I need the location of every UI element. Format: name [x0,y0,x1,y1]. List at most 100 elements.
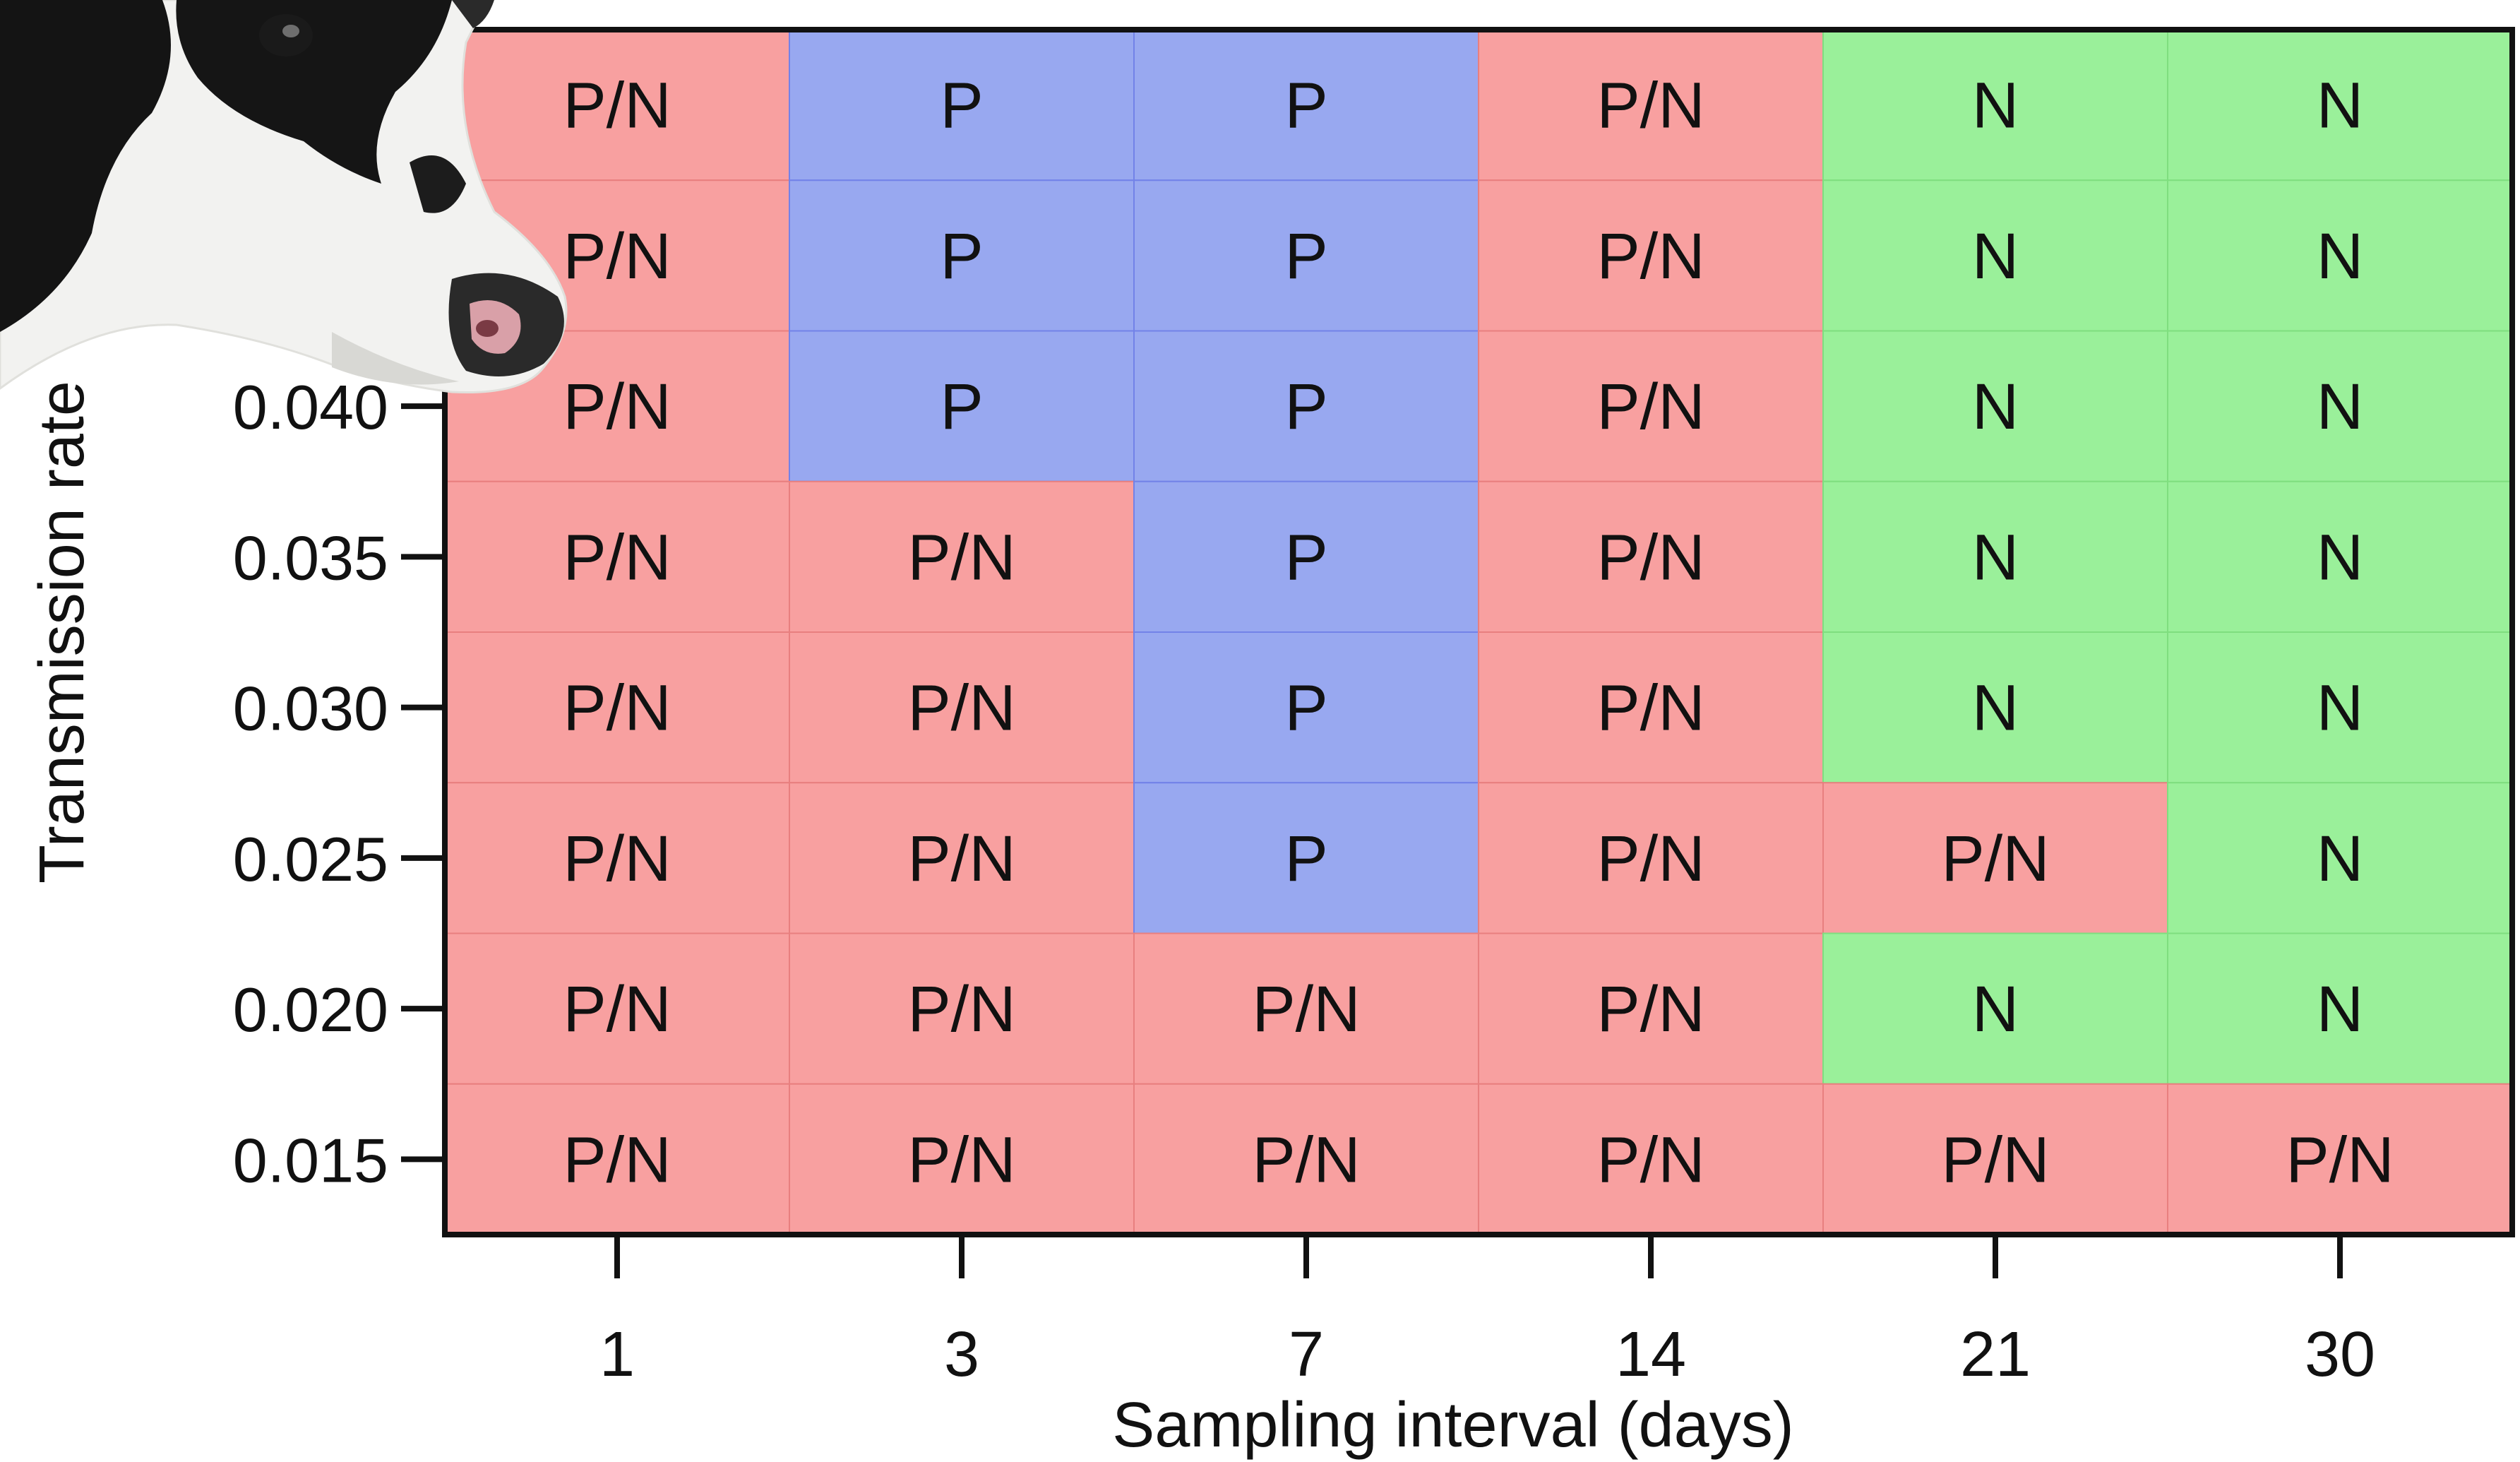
heatmap-cell-label: P/N [563,371,671,443]
heatmap-cell [1478,29,1824,182]
heatmap-cell-label: P [1284,823,1327,895]
heatmap-cell [1478,179,1824,332]
x-tick-label: 21 [1960,1319,2031,1390]
heatmap-cell-label: P/N [563,823,671,895]
heatmap-cell-label: P/N [563,220,671,292]
heatmap-cell [444,631,790,784]
heatmap-cell [789,29,1135,182]
heatmap-cell [789,932,1135,1085]
heatmap-cell-label: P/N [907,521,1015,593]
heatmap-cell-label: P/N [907,672,1015,744]
heatmap-cell-label: P/N [1596,70,1704,142]
heatmap-cell-label: N [2317,973,2363,1045]
heatmap-cell [2167,1083,2513,1235]
heatmap-cell [1478,330,1824,482]
heatmap-cell [1822,480,2168,633]
heatmap-cell-label: P/N [563,521,671,593]
x-axis-title: Sampling interval (days) [1112,1390,1793,1461]
y-axis: 0.040 0.035 0.030 0.025 0.020 0.015 [233,372,445,1195]
heatmap-cell-label: P [1284,70,1327,142]
heatmap-cell [1133,330,1479,482]
heatmap-cell-label: P/N [563,1124,671,1196]
y-tick-label: 0.030 [233,674,388,744]
heatmap-cell-label: P [1284,521,1327,593]
heatmap-cell [444,932,790,1085]
heatmap-cell [2167,932,2513,1085]
heatmap-cell-label: N [2317,371,2363,443]
heatmap-cell [1822,330,2168,482]
heatmap-cell [2167,179,2513,332]
heatmap-cell-label: N [1972,672,2019,744]
heatmap-cell [789,1083,1135,1235]
heatmap-cell [444,782,790,934]
heatmap-cell [1133,480,1479,633]
heatmap-cell [1822,631,2168,784]
heatmap-cell-label: P/N [1252,973,1360,1045]
x-tick-label: 1 [599,1319,635,1390]
heatmap-cell-label: P/N [563,973,671,1045]
heatmap-cell-label: N [2317,823,2363,895]
heatmap-cells [444,29,2513,1235]
x-tick-label: 7 [1289,1319,1324,1390]
x-axis: 1 3 7 14 21 30 [599,1235,2375,1390]
heatmap-cell-label: P/N [1596,371,1704,443]
heatmap-cell-labels: P/N P P P/N N N P/N P P P/N N N P/N P P P/N N N P/N P/N P P/N… [563,70,2394,1196]
heatmap-cell-label: P/N [563,672,671,744]
y-tick-label: 0.040 [233,372,388,442]
heatmap-cell [444,1083,790,1235]
heatmap-cell [2167,782,2513,934]
heatmap-cell-label: P/N [1596,1124,1704,1196]
heatmap-cell-label: N [1972,973,2019,1045]
heatmap-cell-label: P/N [907,823,1015,895]
heatmap-cell-label: P/N [1596,521,1704,593]
heatmap-cell-label: P/N [1941,823,2049,895]
y-tick-label: 0.020 [233,975,388,1045]
heatmap-cell-label: P [940,70,983,142]
heatmap-cell-label: N [1972,521,2019,593]
plot-frame [442,27,2515,1237]
heatmap-cell-label: P [940,371,983,443]
heatmap-cell-label: P/N [907,1124,1015,1196]
heatmap-cell [1822,29,2168,182]
heatmap-cell-label: N [1972,220,2019,292]
heatmap-cell [1133,1083,1479,1235]
heatmap-cell [1133,932,1479,1085]
heatmap-cell [1133,631,1479,784]
heatmap-cell [1478,631,1824,784]
heatmap-cell-label: N [1972,70,2019,142]
heatmap-cell-label: P/N [1596,220,1704,292]
heatmap-cell [789,179,1135,332]
heatmap-cell-label: N [2317,220,2363,292]
heatmap-cell [1478,480,1824,633]
heatmap-cell [1478,782,1824,934]
heatmap-cell [2167,330,2513,482]
y-tick-label: 0.025 [233,824,388,894]
cow-head-image [0,0,568,394]
heatmap-cell [1478,1083,1824,1235]
y-tick-label: 0.015 [233,1125,388,1195]
heatmap-cell [2167,29,2513,182]
heatmap-cell [789,480,1135,633]
heatmap-cell-label: P/N [563,70,671,142]
heatmap-cell [789,330,1135,482]
heatmap-cell-label: P [1284,220,1327,292]
heatmap-cell-label: N [1972,371,2019,443]
heatmap-cell [1478,932,1824,1085]
heatmap-cell-label: P/N [1596,823,1704,895]
y-tick-label: 0.035 [233,523,388,593]
heatmap-cell-label: N [2317,521,2363,593]
x-tick-label: 3 [944,1319,979,1390]
x-tick-label: 14 [1616,1319,1686,1390]
heatmap-cell-label: P [1284,371,1327,443]
heatmap-cell-label: N [2317,672,2363,744]
heatmap-cell-label: P/N [1252,1124,1360,1196]
x-tick-label: 30 [2305,1319,2375,1390]
heatmap-cell-label: P/N [907,973,1015,1045]
heatmap-cell-label: P [940,220,983,292]
heatmap-cell-label: P [1284,672,1327,744]
heatmap-cell-label: P/N [1596,672,1704,744]
heatmap-cell-label: P/N [2286,1124,2394,1196]
heatmap-cell-label: P/N [1596,973,1704,1045]
heatmap-cell [444,29,790,182]
